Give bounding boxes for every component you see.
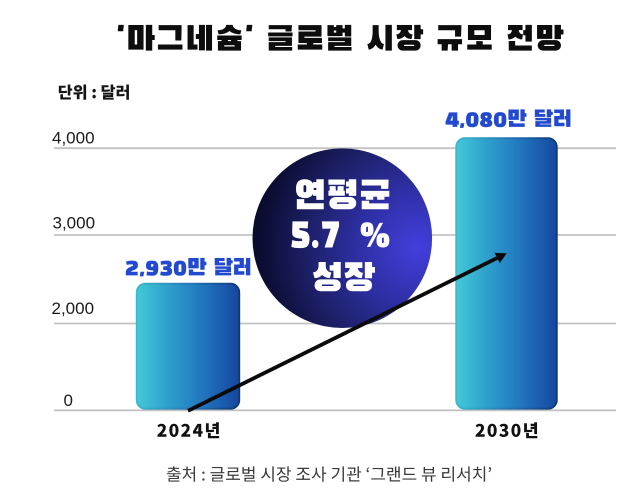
svg-text:2,000: 2,000 (52, 299, 95, 318)
svg-text:3,000: 3,000 (53, 214, 96, 233)
svg-text:0: 0 (64, 391, 73, 410)
svg-text:4,000: 4,000 (52, 129, 95, 148)
